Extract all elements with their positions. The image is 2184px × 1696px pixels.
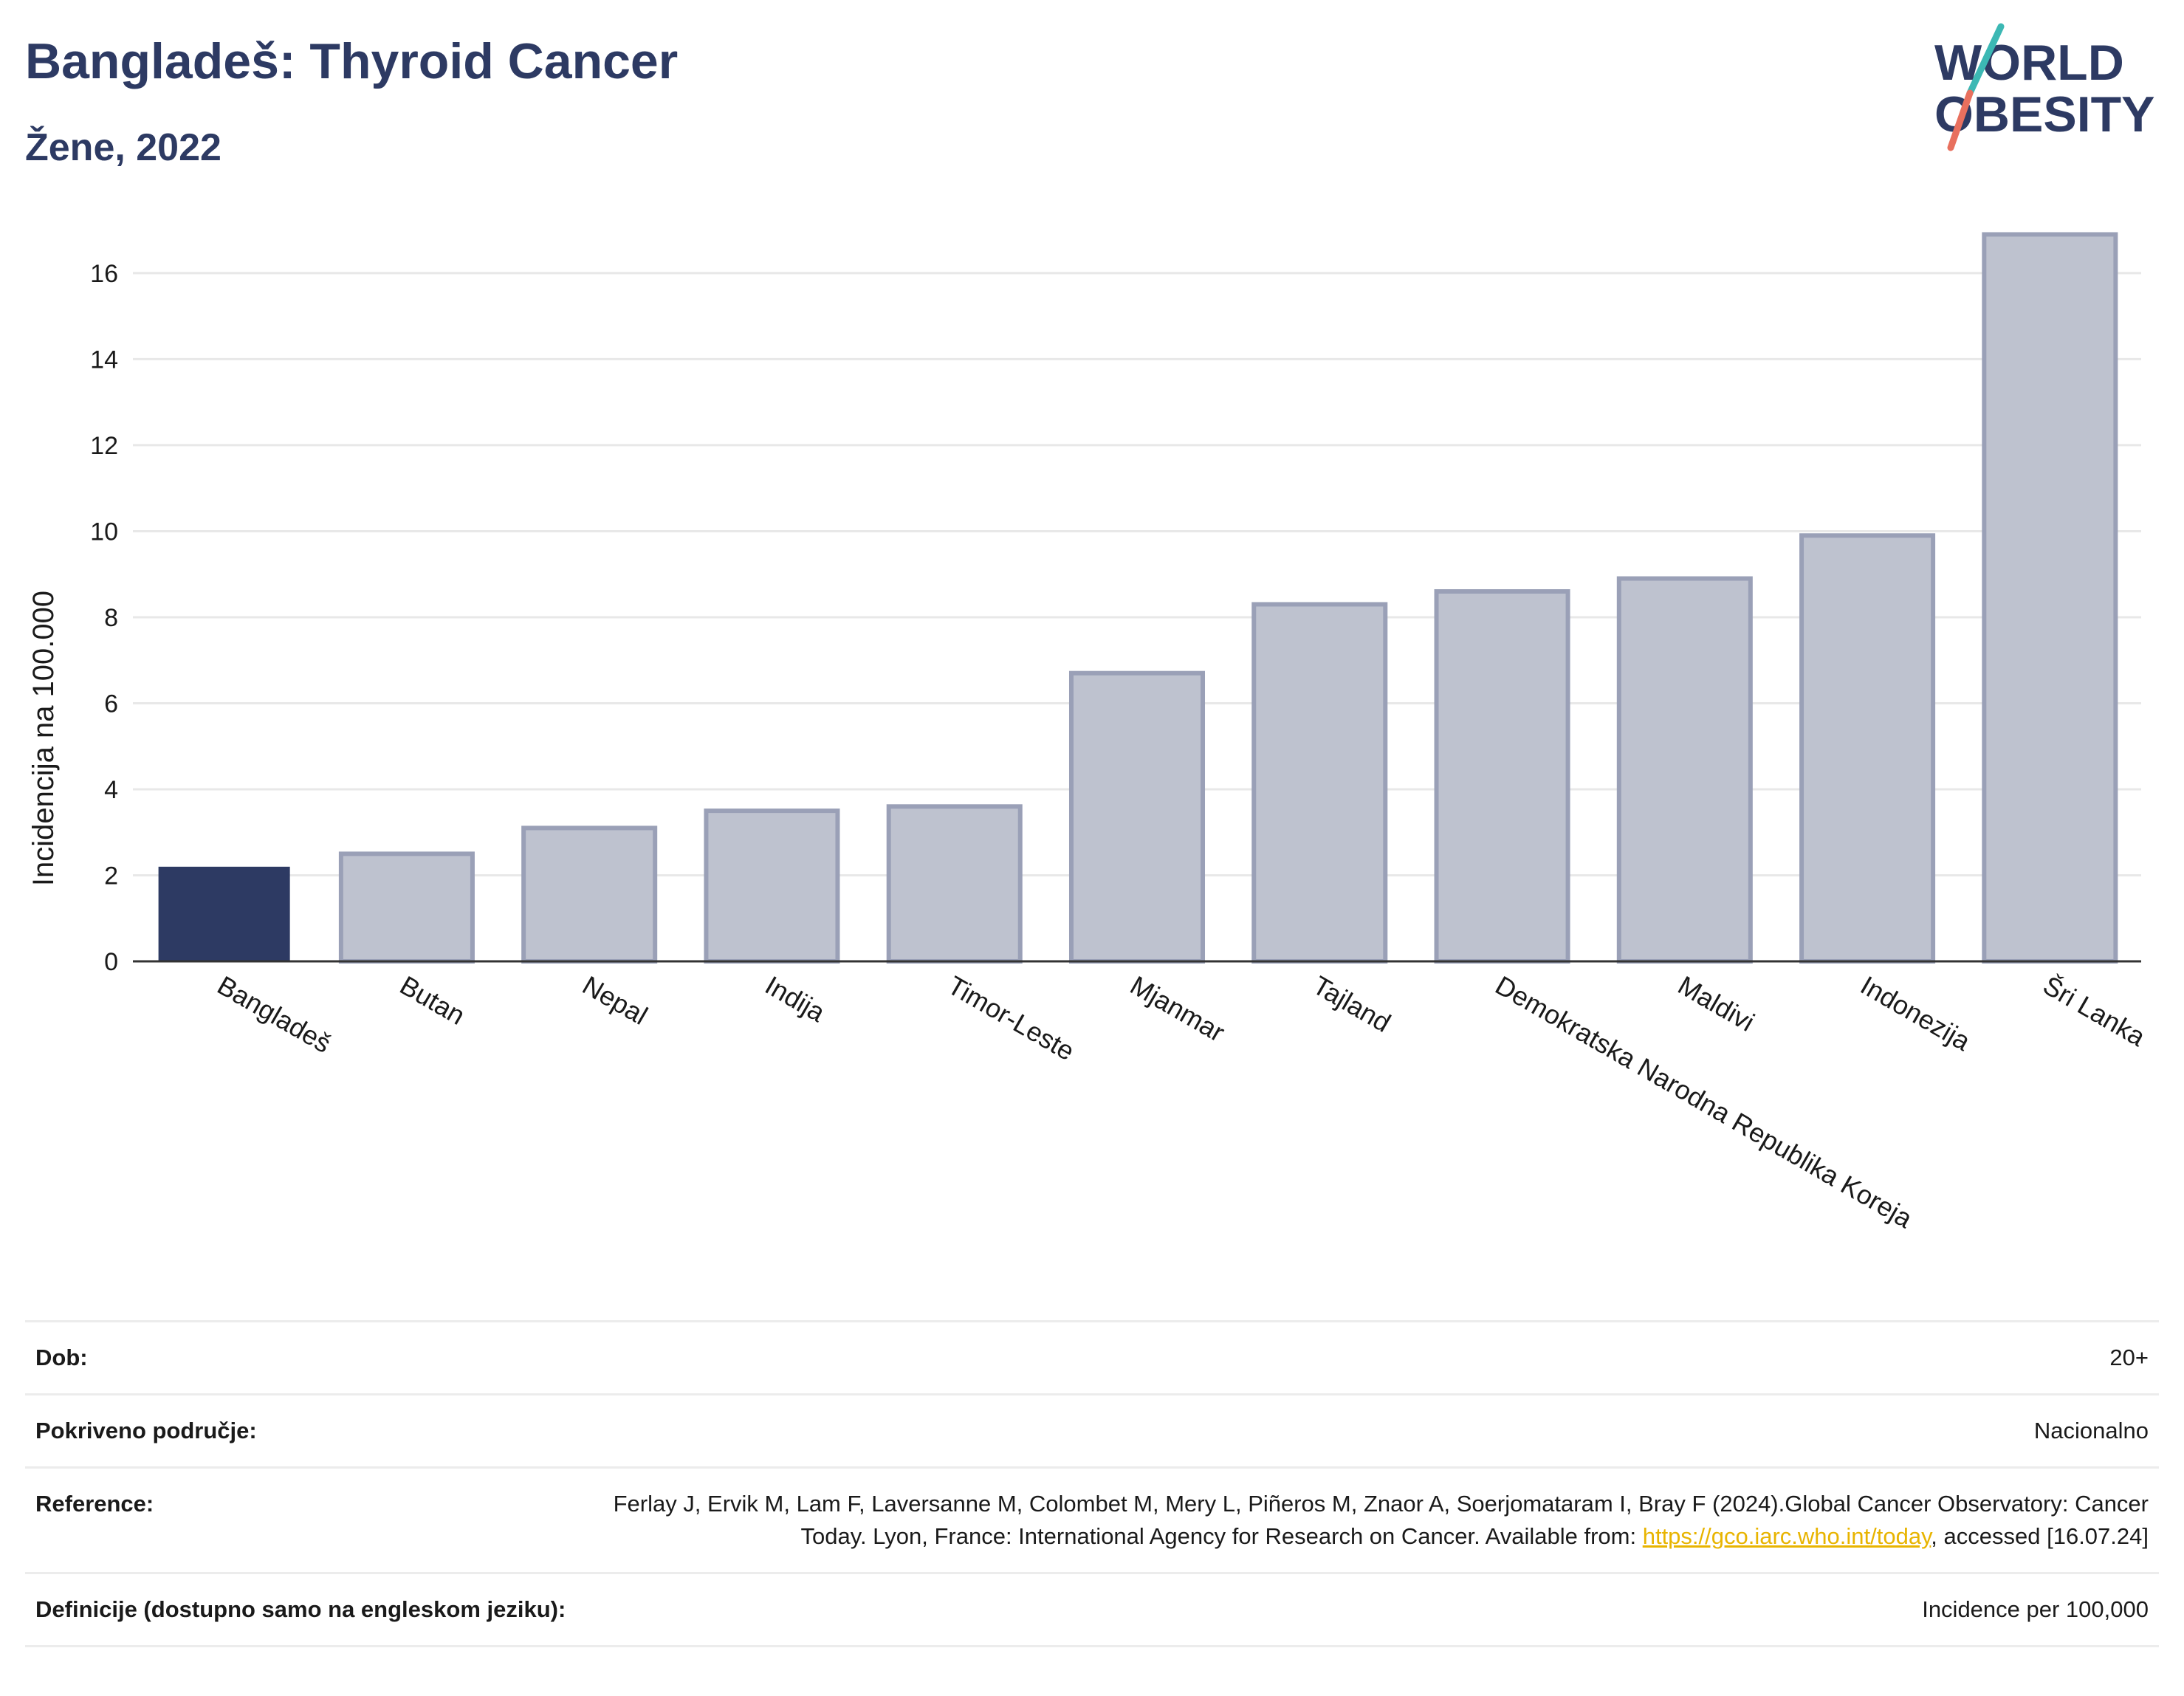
meta-row-coverage: Pokriveno područje: Nacionalno — [25, 1393, 2159, 1466]
y-tick-label: 8 — [104, 604, 118, 632]
meta-label: Reference: — [35, 1491, 154, 1517]
bar-9 — [1799, 533, 1936, 964]
chart-title: Bangladeš: Thyroid Cancer — [25, 33, 679, 89]
bars — [158, 232, 2118, 964]
meta-value: Nacionalno — [2033, 1418, 2149, 1443]
bar-4 — [886, 804, 1023, 964]
bar-3 — [704, 808, 840, 964]
logo-text-world: WORLD — [1934, 35, 2124, 91]
meta-value: Ferlay J, Ervik M, Lam F, Laversanne M, … — [567, 1488, 2149, 1553]
world-obesity-logo: WORLD OBESITY — [1934, 23, 2155, 151]
bar-5 — [1068, 670, 1206, 964]
bar-2 — [521, 825, 658, 964]
metadata-table: Dob: 20+ Pokriveno područje: Nacionalno … — [25, 1320, 2159, 1647]
bar-8 — [1616, 576, 1753, 964]
bar-0 — [158, 866, 290, 961]
bar-10 — [1982, 232, 2118, 964]
y-tick-label: 10 — [90, 518, 118, 546]
meta-label: Dob: — [35, 1345, 88, 1370]
x-tick-label: Mjanmar — [1125, 969, 1230, 1048]
y-axis-label: Incidencija na 100.000 — [27, 591, 60, 886]
chart-subtitle: Žene, 2022 — [25, 126, 222, 169]
meta-value: Incidence per 100,000 — [1922, 1596, 2149, 1622]
x-tick-label: Šri Lanka — [2038, 969, 2151, 1052]
bar-6 — [1251, 602, 1388, 964]
y-tick-label: 0 — [104, 948, 118, 976]
x-tick-label: Butan — [395, 969, 470, 1031]
reference-accessed: , accessed [16.07.24] — [1931, 1523, 2149, 1549]
x-tick-label: Indija — [760, 969, 831, 1028]
x-tick-label: Timor-Leste — [943, 969, 1080, 1066]
bar-chart: 0 2 4 6 8 10 12 14 16 Bangladeš Butan Nepal Indija Ti… — [27, 232, 2151, 1235]
y-tick-label: 14 — [90, 346, 118, 374]
bar-7 — [1434, 589, 1570, 964]
bar-1 — [338, 851, 475, 964]
meta-value: 20+ — [2109, 1345, 2149, 1370]
meta-row-reference: Reference: Ferlay J, Ervik M, Lam F, Lav… — [25, 1466, 2159, 1572]
x-tick-label: Nepal — [577, 969, 653, 1031]
meta-label: Definicije (dostupno samo na engleskom j… — [35, 1596, 566, 1622]
reference-text: Ferlay J, Ervik M, Lam F, Laversanne M, … — [613, 1491, 2149, 1549]
meta-label: Pokriveno područje: — [35, 1418, 257, 1443]
reference-link[interactable]: https://gco.iarc.who.int/today — [1642, 1523, 1931, 1549]
y-tick-label: 2 — [104, 862, 118, 890]
x-tick-label: Bangladeš — [213, 969, 337, 1059]
y-tick-label: 16 — [90, 260, 118, 288]
x-tick-label: Tajland — [1308, 969, 1395, 1038]
meta-row-definitions: Definicije (dostupno samo na engleskom j… — [25, 1572, 2159, 1647]
y-tick-label: 4 — [104, 776, 118, 804]
meta-row-age: Dob: 20+ — [25, 1320, 2159, 1393]
x-tick-label: Maldivi — [1673, 969, 1760, 1037]
x-tick-label: Indonezija — [1855, 969, 1976, 1057]
y-tick-label: 6 — [104, 690, 118, 718]
y-tick-label: 12 — [90, 432, 118, 460]
